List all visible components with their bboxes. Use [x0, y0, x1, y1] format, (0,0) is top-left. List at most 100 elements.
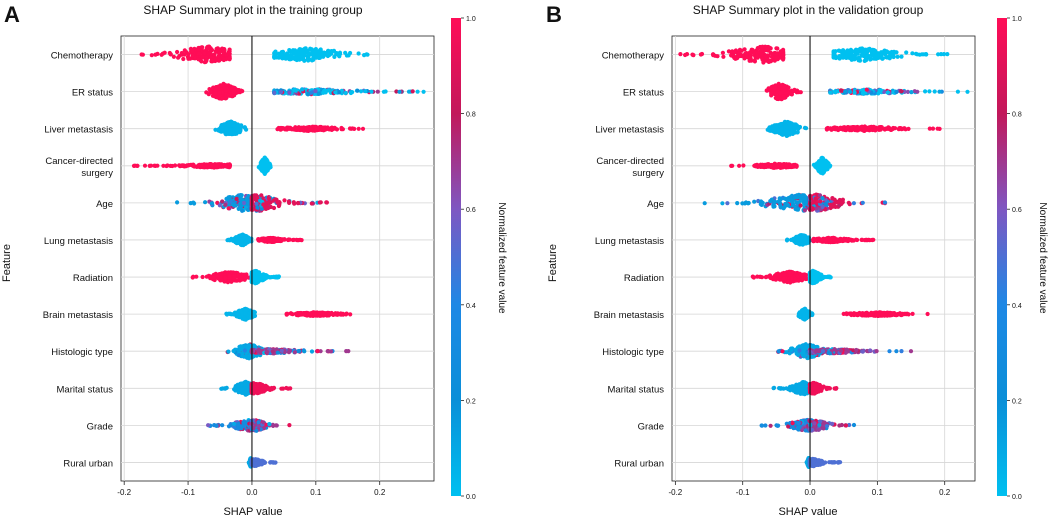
shap-dot [860, 91, 866, 96]
shap-dot [267, 196, 272, 201]
shap-dot [217, 90, 222, 95]
shap-dot [228, 130, 233, 135]
shap-dot [227, 273, 232, 278]
feature-label: Cancer-directed surgery [596, 156, 664, 179]
shap-dot [837, 56, 842, 61]
shap-dot [188, 201, 193, 206]
shap-dot [201, 165, 206, 170]
shap-dot [265, 350, 270, 355]
shap-dot [348, 312, 353, 317]
shap-dot [262, 238, 267, 243]
shap-dot [272, 55, 277, 60]
shap-dot [279, 386, 284, 391]
shap-dot [225, 280, 230, 285]
shap-dot [234, 196, 239, 201]
shap-dot [285, 311, 290, 316]
colorbar-tick-label: 0.0 [466, 494, 476, 501]
shap-dot [783, 91, 789, 96]
shap-dot [257, 390, 262, 395]
feature-swarm [204, 81, 426, 101]
shap-dot [312, 124, 317, 129]
shap-dot [358, 89, 364, 94]
shap-dot [224, 52, 229, 58]
shap-dot [231, 123, 236, 128]
shap-dot [856, 56, 861, 61]
shap-dot [899, 89, 904, 94]
shap-dot [347, 126, 353, 131]
shap-dot [781, 56, 786, 61]
shap-dot [343, 50, 348, 55]
shap-dot [383, 89, 388, 94]
shap-dot [349, 90, 354, 95]
shap-dot [334, 127, 340, 132]
shap-dot [287, 348, 292, 353]
shap-dot [278, 125, 284, 131]
shap-dot [847, 89, 853, 94]
shap-dot [263, 169, 269, 174]
shap-dot [234, 127, 240, 132]
shap-dot [732, 49, 738, 55]
shap-dot [283, 55, 289, 60]
shap-dot [275, 350, 280, 355]
feature-label: Grade [87, 421, 113, 432]
shap-dot [937, 89, 942, 94]
shap-dot [910, 51, 915, 56]
shap-dot [181, 56, 186, 62]
shap-dot [759, 48, 764, 53]
colorbar-a: Normalized feature value 0.00.20.40.60.8… [451, 16, 507, 501]
feature-label: Rural urban [63, 458, 113, 469]
shap-dot [261, 420, 266, 425]
feature-label: Liver metastasis [595, 125, 664, 136]
shap-dot [238, 126, 243, 132]
shap-dot [291, 237, 296, 242]
shap-dot [259, 193, 264, 198]
shap-dot [196, 57, 201, 62]
shap-dot [348, 50, 353, 56]
shap-dot [775, 95, 780, 100]
y-axis-label-text-a: Feature [1, 244, 13, 282]
shap-dot [915, 52, 920, 57]
colorbar-gradient [451, 18, 461, 496]
feature-label: Grade [638, 421, 664, 432]
shap-dot [227, 56, 232, 61]
shap-dot [899, 54, 904, 59]
feature-label: Rural urban [614, 458, 664, 469]
shap-dot [235, 422, 241, 427]
feature-label: Histologic type [602, 347, 664, 358]
shap-dot [838, 49, 843, 54]
shap-dot [243, 311, 248, 316]
y-axis-label-text-b: Feature [547, 244, 559, 282]
x-tick-label: -0.2 [117, 488, 131, 497]
x-tick-label: -0.1 [181, 488, 195, 497]
shap-dot [292, 201, 297, 206]
shap-dot [284, 385, 289, 391]
shap-dot [242, 348, 247, 353]
shap-dot [965, 89, 970, 94]
shap-dot [872, 56, 877, 61]
shap-dot [338, 311, 343, 316]
shap-dot [236, 382, 241, 388]
shap-dot [322, 50, 328, 56]
shap-dot [302, 349, 307, 354]
feature-swarm [206, 418, 292, 433]
shap-dot [204, 55, 209, 60]
shap-dot [280, 54, 285, 59]
shap-dot [203, 200, 208, 205]
shap-dot [200, 274, 205, 280]
shap-dot [241, 200, 246, 206]
shap-dot [246, 207, 251, 212]
plot-frame-b [671, 35, 976, 482]
shap-dot [223, 131, 228, 137]
shap-dot [196, 48, 201, 53]
shap-dot [294, 126, 299, 132]
shap-dot [298, 237, 303, 242]
shap-dot [238, 201, 243, 206]
shap-dot [222, 86, 227, 91]
shap-dot [769, 91, 774, 96]
shap-dot [844, 55, 849, 61]
shap-dot [255, 276, 260, 281]
shap-dot [882, 50, 887, 55]
shap-dot [228, 199, 233, 204]
feature-label: Radiation [624, 273, 664, 284]
